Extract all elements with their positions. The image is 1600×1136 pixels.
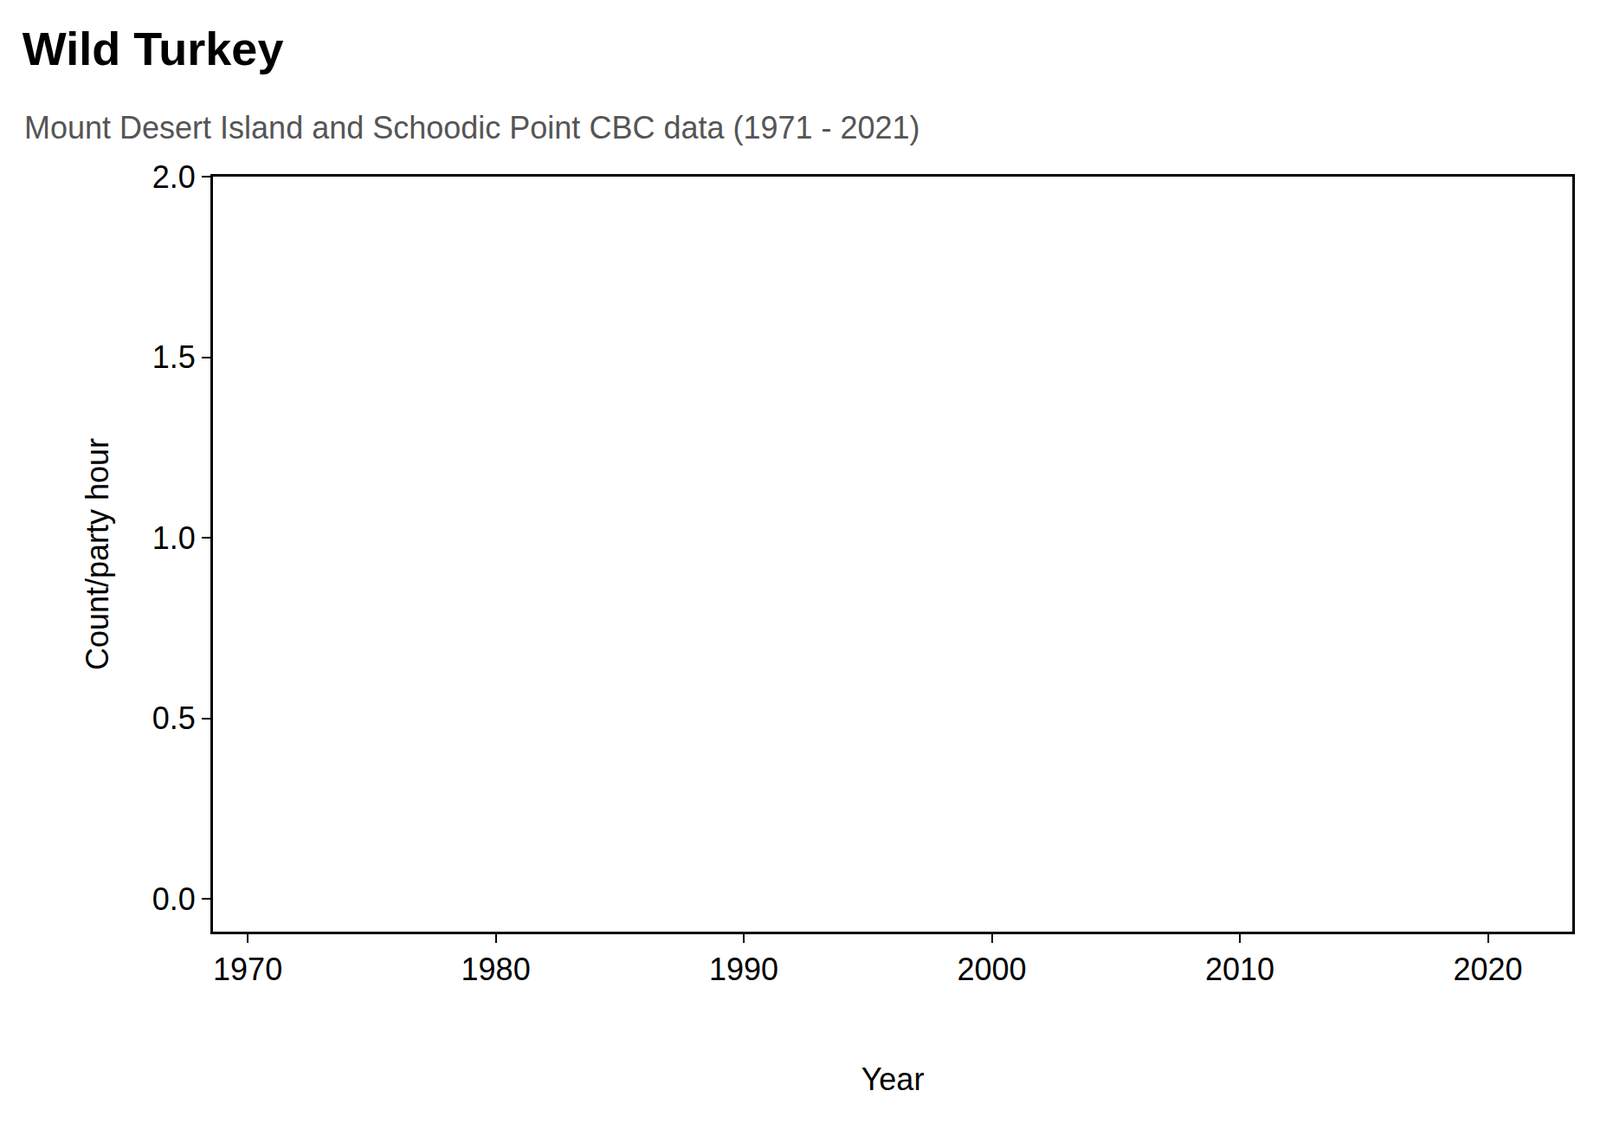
svg-text:2020: 2020: [1453, 951, 1523, 988]
svg-text:0.0: 0.0: [152, 881, 196, 917]
svg-text:Mount Desert Island and Schood: Mount Desert Island and Schoodic Point C…: [24, 109, 921, 146]
svg-text:Year: Year: [861, 1061, 925, 1097]
svg-text:2000: 2000: [957, 951, 1027, 988]
svg-text:1980: 1980: [461, 951, 531, 988]
svg-text:0.5: 0.5: [152, 700, 196, 736]
svg-text:1.0: 1.0: [152, 520, 196, 556]
svg-text:1.5: 1.5: [152, 339, 196, 375]
svg-text:Count/party hour: Count/party hour: [79, 438, 116, 671]
svg-text:1990: 1990: [709, 951, 779, 988]
svg-text:1970: 1970: [212, 951, 283, 988]
svg-text:Wild Turkey: Wild Turkey: [22, 22, 284, 75]
svg-text:2010: 2010: [1205, 951, 1275, 988]
svg-text:2.0: 2.0: [152, 159, 196, 195]
